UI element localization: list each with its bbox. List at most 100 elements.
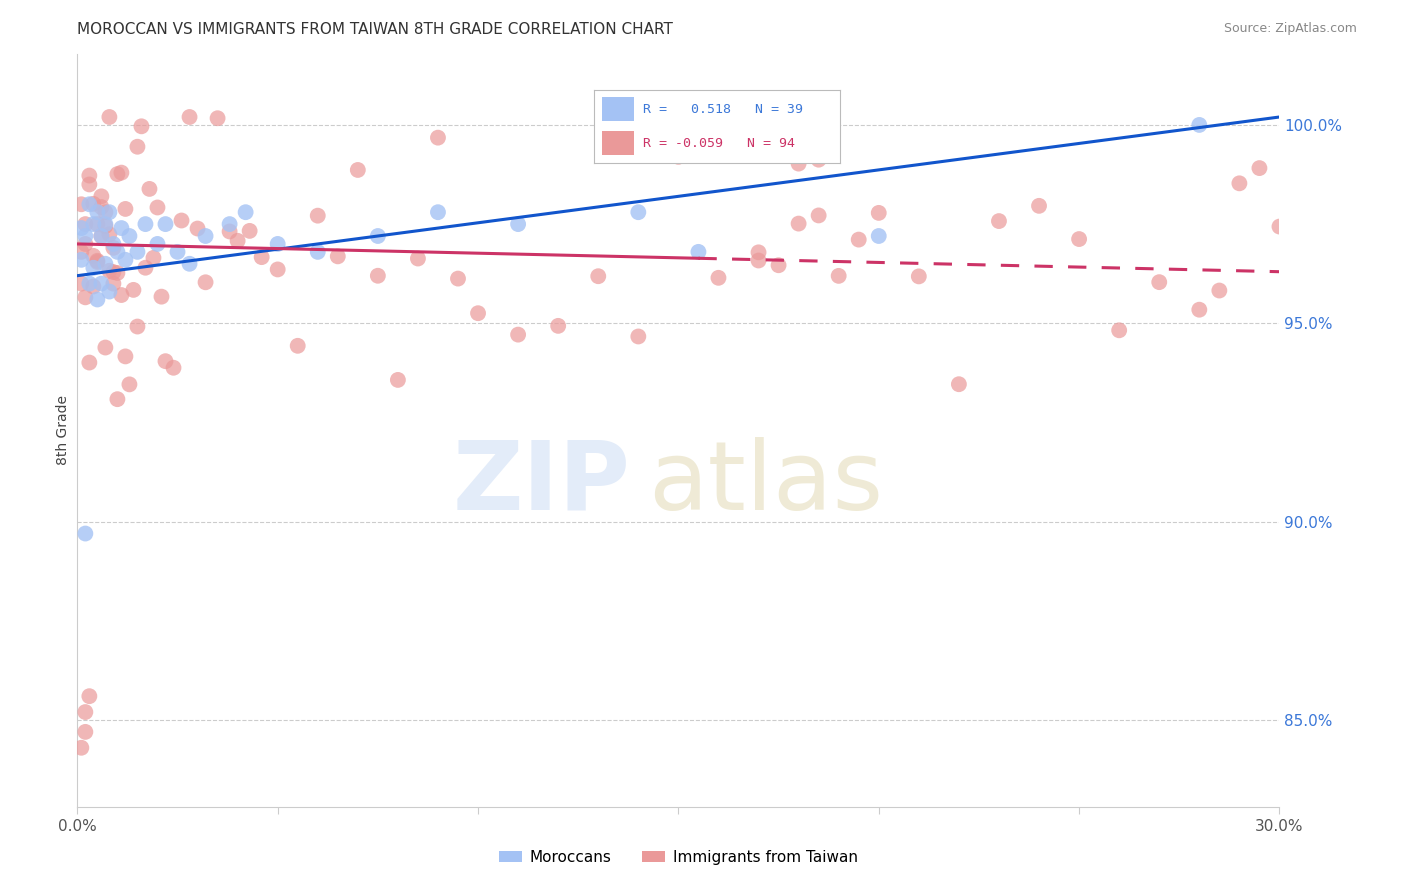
- Point: [155, 354, 177, 368]
- Point: [1069, 232, 1091, 246]
- Point: [668, 150, 690, 164]
- Point: [848, 233, 870, 247]
- Bar: [602, 131, 634, 155]
- Point: [447, 271, 470, 285]
- Point: [1208, 284, 1230, 298]
- Text: R = -0.059   N = 94: R = -0.059 N = 94: [644, 137, 796, 150]
- Point: [75, 526, 97, 541]
- Point: [90, 229, 112, 244]
- Point: [166, 244, 188, 259]
- Point: [127, 319, 149, 334]
- Point: [1188, 118, 1211, 132]
- Point: [307, 209, 329, 223]
- Point: [79, 277, 101, 291]
- Point: [127, 244, 149, 259]
- Point: [114, 202, 136, 216]
- Point: [110, 166, 132, 180]
- Point: [82, 260, 104, 275]
- Point: [134, 217, 156, 231]
- Point: [170, 213, 193, 227]
- Point: [1149, 275, 1171, 289]
- Point: [207, 112, 229, 126]
- Point: [218, 224, 240, 238]
- Point: [868, 229, 890, 244]
- Point: [70, 197, 93, 211]
- Point: [70, 252, 93, 267]
- Point: [107, 244, 129, 259]
- Point: [267, 262, 290, 277]
- Point: [90, 200, 112, 214]
- Point: [807, 153, 830, 167]
- Point: [75, 724, 97, 739]
- Point: [82, 196, 104, 211]
- Point: [1188, 302, 1211, 317]
- Point: [98, 264, 121, 278]
- Point: [326, 249, 349, 263]
- Point: [79, 689, 101, 703]
- Point: [1268, 219, 1291, 234]
- Point: [86, 253, 108, 268]
- Point: [427, 205, 450, 219]
- Point: [588, 269, 610, 284]
- Point: [267, 236, 290, 251]
- Point: [82, 279, 104, 293]
- Text: MOROCCAN VS IMMIGRANTS FROM TAIWAN 8TH GRADE CORRELATION CHART: MOROCCAN VS IMMIGRANTS FROM TAIWAN 8TH G…: [77, 22, 673, 37]
- Legend: Moroccans, Immigrants from Taiwan: Moroccans, Immigrants from Taiwan: [494, 844, 863, 871]
- Point: [131, 120, 153, 134]
- Point: [70, 740, 93, 755]
- Point: [127, 139, 149, 153]
- Point: [627, 329, 650, 343]
- Point: [75, 229, 97, 244]
- Point: [107, 392, 129, 407]
- Point: [75, 237, 97, 252]
- Point: [103, 277, 125, 291]
- Point: [235, 205, 257, 219]
- Point: [547, 318, 569, 333]
- Point: [86, 205, 108, 219]
- Point: [86, 217, 108, 231]
- Point: [367, 268, 389, 283]
- Point: [82, 249, 104, 263]
- Point: [103, 241, 125, 255]
- Point: [79, 178, 101, 192]
- Point: [226, 234, 249, 248]
- Point: [98, 285, 121, 299]
- Point: [79, 197, 101, 211]
- Point: [70, 277, 93, 291]
- Point: [94, 341, 117, 355]
- Point: [768, 258, 790, 272]
- Point: [142, 251, 165, 265]
- Point: [98, 110, 121, 124]
- Point: [787, 217, 810, 231]
- Point: [86, 293, 108, 307]
- Point: [94, 217, 117, 231]
- Point: [367, 229, 389, 244]
- Point: [134, 260, 156, 275]
- Point: [250, 250, 273, 264]
- Point: [179, 257, 201, 271]
- Point: [75, 705, 97, 719]
- Point: [427, 130, 450, 145]
- Point: [218, 217, 240, 231]
- Point: [114, 350, 136, 364]
- Text: ZIP: ZIP: [453, 437, 630, 530]
- Point: [187, 221, 209, 235]
- Point: [155, 217, 177, 231]
- Point: [347, 163, 370, 178]
- Point: [118, 229, 141, 244]
- Text: atlas: atlas: [648, 437, 883, 530]
- Point: [627, 205, 650, 219]
- Point: [828, 268, 851, 283]
- Point: [75, 290, 97, 304]
- Point: [508, 327, 530, 342]
- Point: [1108, 323, 1130, 337]
- Point: [688, 244, 710, 259]
- Point: [79, 169, 101, 183]
- Point: [146, 201, 169, 215]
- Point: [70, 221, 93, 235]
- Point: [194, 275, 217, 289]
- Point: [103, 236, 125, 251]
- Point: [307, 244, 329, 259]
- Point: [98, 205, 121, 219]
- Point: [118, 377, 141, 392]
